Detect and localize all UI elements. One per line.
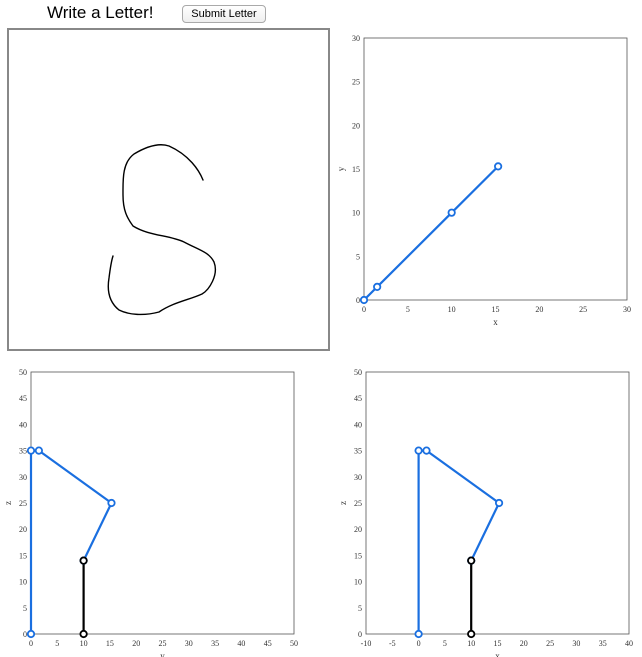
- x-axis-label: x: [493, 317, 498, 327]
- x-tick-label: 15: [494, 639, 502, 648]
- drawing-canvas[interactable]: [7, 28, 330, 351]
- data-point: [34, 446, 43, 455]
- x-tick-label: 20: [535, 305, 543, 314]
- y-tick-label: 10: [352, 209, 360, 218]
- y-tick-label: 35: [19, 447, 27, 456]
- y-tick-label: 40: [354, 420, 362, 429]
- y-tick-label: 5: [356, 252, 360, 261]
- x-tick-label: 30: [623, 305, 631, 314]
- plot-frame: [30, 371, 295, 635]
- y-tick-label: 0: [23, 630, 27, 639]
- x-tick-label: 5: [406, 305, 410, 314]
- x-tick-label: 0: [29, 639, 33, 648]
- x-tick-label: 20: [132, 639, 140, 648]
- drawing-surface[interactable]: [9, 30, 328, 349]
- y-tick-label: 25: [19, 499, 27, 508]
- y-axis-label: y: [336, 166, 346, 171]
- x-tick-label: 0: [362, 305, 366, 314]
- y-tick-label: 10: [19, 578, 27, 587]
- x-tick-label: 0: [417, 639, 421, 648]
- x-tick-label: 40: [625, 639, 633, 648]
- y-tick-label: 30: [354, 473, 362, 482]
- x-tick-label: 20: [520, 639, 528, 648]
- x-axis-label: y: [160, 651, 165, 657]
- data-point: [107, 498, 116, 508]
- data-point: [359, 295, 369, 305]
- data-point: [494, 498, 504, 508]
- drawn-letter-stroke: [107, 144, 216, 316]
- data-point: [467, 629, 476, 639]
- y-tick-label: 45: [19, 394, 27, 403]
- data-point: [414, 629, 423, 639]
- data-point: [373, 282, 382, 291]
- x-tick-label: 30: [185, 639, 193, 648]
- data-point: [467, 556, 476, 565]
- y-tick-label: 5: [358, 604, 362, 613]
- y-tick-label: 20: [352, 121, 360, 130]
- y-axis-label: z: [3, 501, 13, 505]
- data-point: [414, 446, 423, 455]
- x-tick-label: 5: [443, 639, 447, 648]
- y-tick-label: 30: [352, 34, 360, 43]
- y-tick-label: 30: [19, 473, 27, 482]
- x-tick-label: 25: [579, 305, 587, 314]
- y-tick-label: 0: [356, 296, 360, 305]
- data-point: [79, 629, 88, 639]
- y-tick-label: 25: [354, 499, 362, 508]
- data-point: [447, 208, 456, 217]
- y-tick-label: 20: [354, 525, 362, 534]
- submit-letter-button[interactable]: Submit Letter: [182, 5, 266, 23]
- x-tick-label: 10: [448, 305, 456, 314]
- x-tick-label: 25: [159, 639, 167, 648]
- x-tick-label: 35: [599, 639, 607, 648]
- y-tick-label: 0: [358, 630, 362, 639]
- y-tick-label: 25: [352, 78, 360, 87]
- y-tick-label: 15: [19, 551, 27, 560]
- y-tick-label: 50: [354, 368, 362, 377]
- x-tick-label: 5: [55, 639, 59, 648]
- page-title: Write a Letter!: [47, 3, 154, 22]
- y-tick-label: 5: [23, 604, 27, 613]
- x-tick-label: 40: [237, 639, 245, 648]
- x-tick-label: 10: [80, 639, 88, 648]
- data-point: [26, 629, 36, 639]
- data-point: [494, 162, 503, 171]
- x-tick-label: 25: [546, 639, 554, 648]
- x-tick-label: 15: [492, 305, 500, 314]
- x-tick-label: 10: [467, 639, 475, 648]
- data-point: [79, 556, 88, 565]
- x-tick-label: -10: [361, 639, 372, 648]
- y-axis-label: z: [338, 501, 348, 505]
- y-tick-label: 40: [19, 420, 27, 429]
- y-tick-label: 10: [354, 578, 362, 587]
- y-tick-label: 50: [19, 368, 27, 377]
- x-axis-label: x: [495, 651, 500, 657]
- y-tick-label: 20: [19, 525, 27, 534]
- y-tick-label: 35: [354, 447, 362, 456]
- x-tick-label: -5: [389, 639, 396, 648]
- x-tick-label: 45: [264, 639, 272, 648]
- y-tick-label: 15: [352, 165, 360, 174]
- data-point: [422, 446, 431, 455]
- data-point: [26, 446, 36, 455]
- x-tick-label: 50: [290, 639, 298, 648]
- y-tick-label: 45: [354, 394, 362, 403]
- series-line: [363, 165, 499, 301]
- x-tick-label: 30: [572, 639, 580, 648]
- x-tick-label: 15: [106, 639, 114, 648]
- x-tick-label: 35: [211, 639, 219, 648]
- y-tick-label: 15: [354, 551, 362, 560]
